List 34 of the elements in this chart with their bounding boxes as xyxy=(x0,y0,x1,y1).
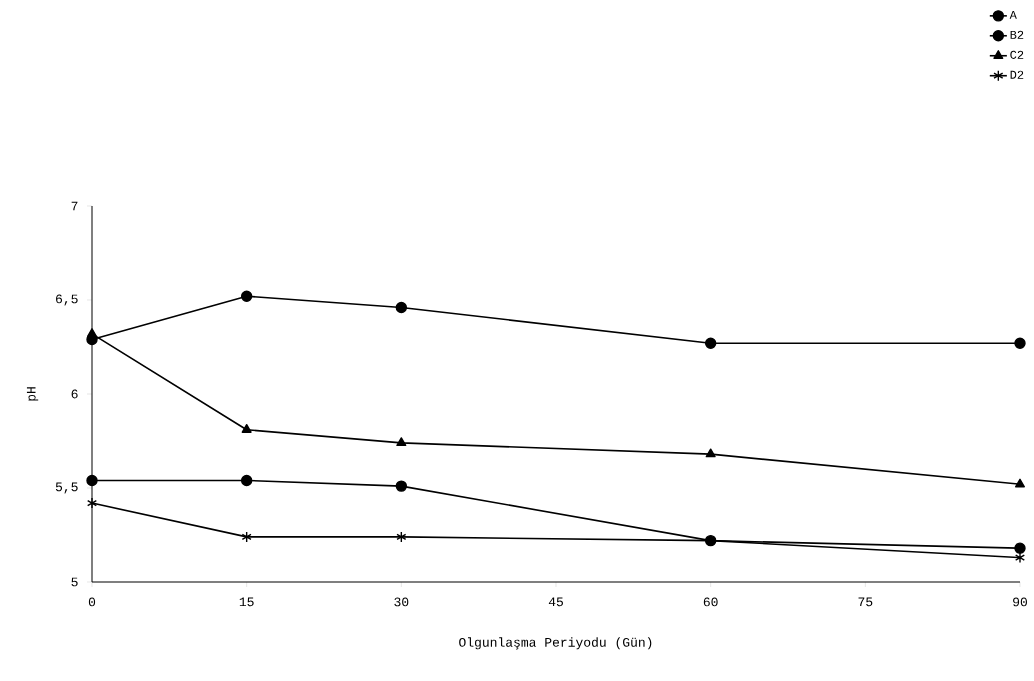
x-tick-label: 15 xyxy=(239,597,254,607)
legend-label: A xyxy=(1009,10,1017,19)
point xyxy=(1014,337,1026,349)
point xyxy=(241,424,252,433)
x-tick-label: 30 xyxy=(394,597,409,607)
legend-label: D2 xyxy=(1010,70,1024,79)
y-tick-label: 5 xyxy=(71,577,78,587)
y-tick-label: 6 xyxy=(71,389,78,399)
point xyxy=(241,531,252,543)
point xyxy=(395,480,408,492)
y-tick-label: 7 xyxy=(71,201,78,211)
x-tick-label: 90 xyxy=(1013,597,1027,607)
x-tick-label: 60 xyxy=(703,597,718,607)
point xyxy=(396,531,407,543)
point xyxy=(86,474,98,487)
legend-label: B2 xyxy=(1010,30,1024,39)
y-tick-label: 5,5 xyxy=(55,482,78,494)
point xyxy=(240,290,253,302)
x-tick-label: 45 xyxy=(548,597,563,607)
x-axis-title: Olgunlaşma Periyodu (Gün) xyxy=(459,637,652,650)
point xyxy=(1014,478,1026,488)
point xyxy=(705,448,716,458)
point xyxy=(1014,542,1026,554)
y-axis-title: pH xyxy=(26,387,39,401)
x-tick-label: 0 xyxy=(88,597,96,607)
point xyxy=(240,474,253,487)
point xyxy=(396,437,407,447)
point xyxy=(86,328,98,338)
point xyxy=(704,337,717,349)
y-tick-label: 6,5 xyxy=(56,294,78,306)
legend-label: C2 xyxy=(1010,50,1024,59)
point xyxy=(86,497,98,509)
point xyxy=(395,301,408,314)
x-tick-label: 75 xyxy=(858,597,873,607)
